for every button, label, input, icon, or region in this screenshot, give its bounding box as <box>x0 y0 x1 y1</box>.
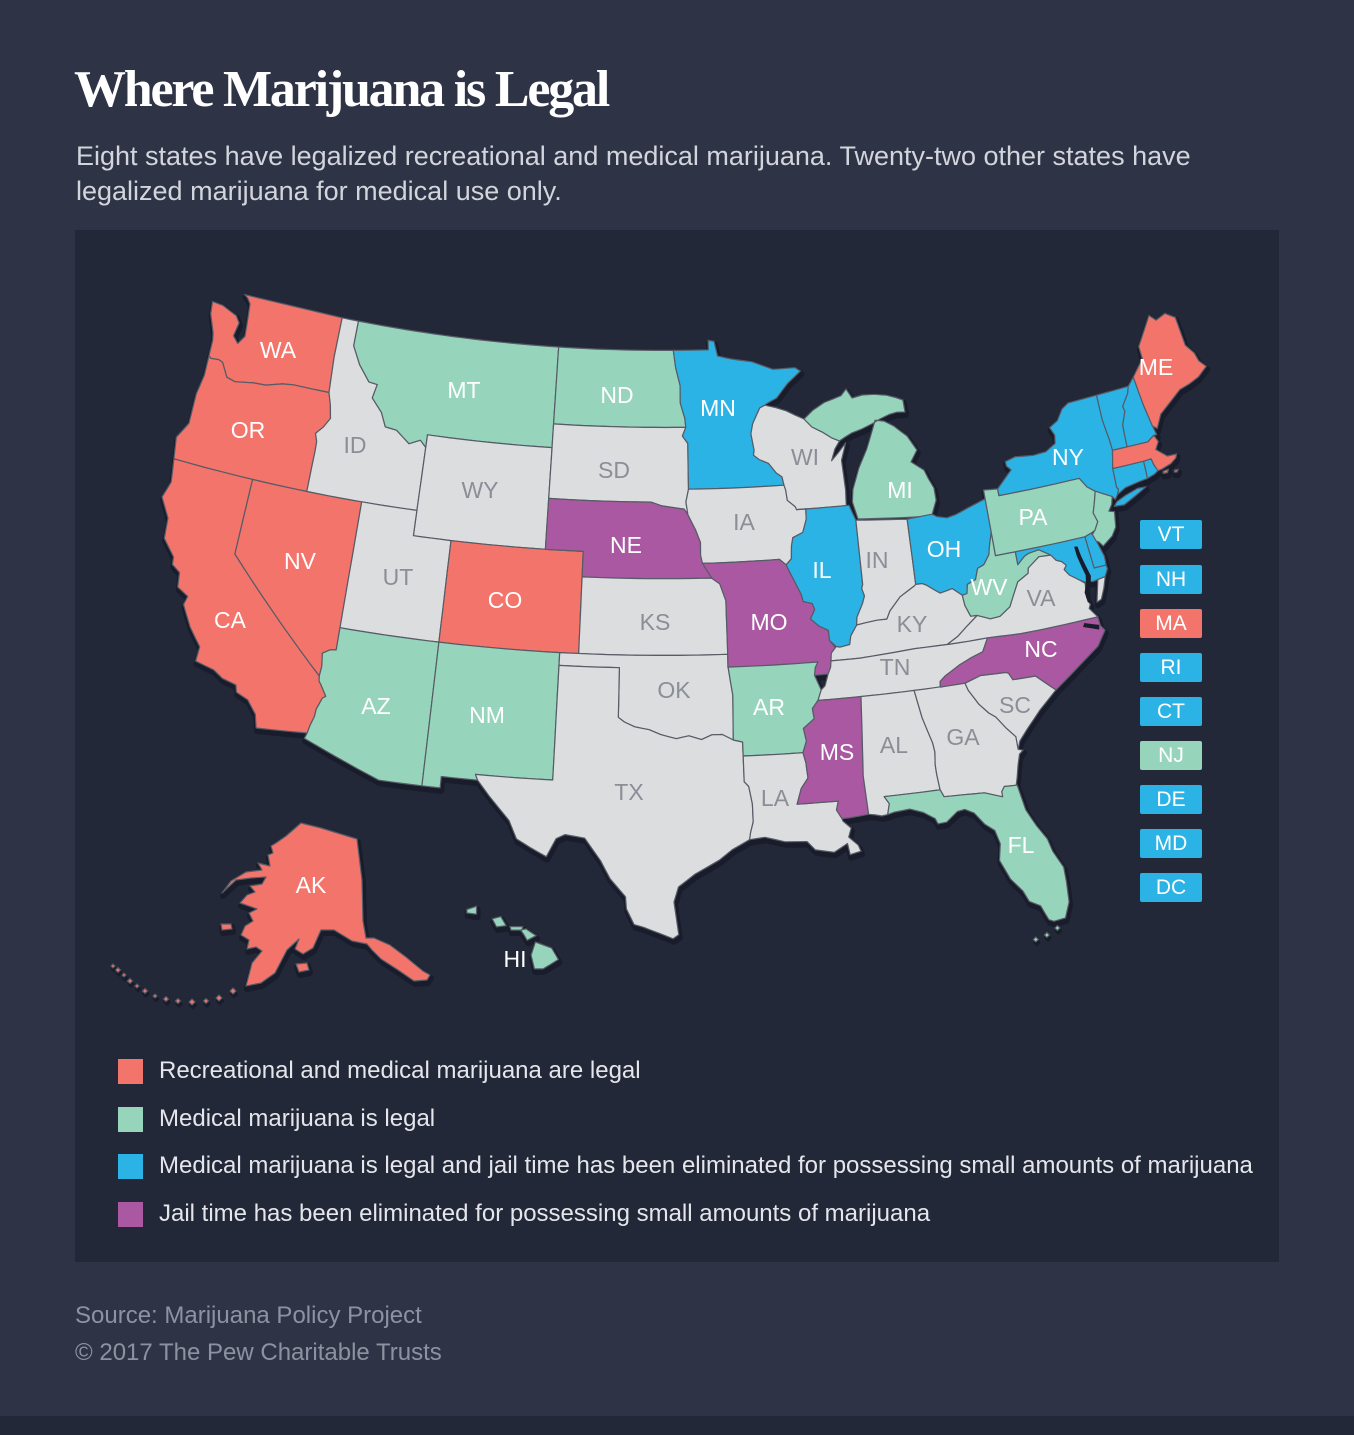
svg-text:SD: SD <box>598 457 630 483</box>
svg-text:ID: ID <box>344 432 367 458</box>
svg-text:KS: KS <box>640 609 671 635</box>
svg-text:CA: CA <box>214 607 247 633</box>
svg-text:HI: HI <box>504 946 527 972</box>
svg-text:SC: SC <box>999 692 1031 718</box>
svg-text:AZ: AZ <box>361 693 390 719</box>
svg-text:IA: IA <box>733 509 755 535</box>
svg-text:GA: GA <box>946 724 980 750</box>
svg-text:IN: IN <box>866 547 889 573</box>
svg-text:UT: UT <box>383 564 414 590</box>
svg-text:NV: NV <box>284 548 317 574</box>
svg-text:NC: NC <box>1024 636 1057 662</box>
svg-text:WV: WV <box>970 574 1008 600</box>
svg-text:CO: CO <box>488 587 523 613</box>
svg-text:MO: MO <box>750 609 787 635</box>
svg-text:MI: MI <box>887 477 913 503</box>
svg-text:WI: WI <box>791 444 819 470</box>
svg-text:AR: AR <box>753 694 785 720</box>
svg-text:FL: FL <box>1008 832 1035 858</box>
svg-text:MS: MS <box>820 739 855 765</box>
svg-text:AK: AK <box>296 872 327 898</box>
svg-text:KY: KY <box>897 611 928 637</box>
svg-text:NM: NM <box>469 702 505 728</box>
svg-text:WA: WA <box>260 337 297 363</box>
svg-text:IL: IL <box>812 557 831 583</box>
svg-text:AL: AL <box>880 732 908 758</box>
svg-text:NE: NE <box>610 532 642 558</box>
svg-text:WY: WY <box>461 477 498 503</box>
svg-text:LA: LA <box>761 785 790 811</box>
svg-text:VA: VA <box>1027 585 1057 611</box>
svg-text:MT: MT <box>447 377 480 403</box>
svg-text:NY: NY <box>1052 444 1084 470</box>
svg-text:MN: MN <box>700 395 736 421</box>
svg-text:TX: TX <box>614 779 643 805</box>
svg-text:OR: OR <box>231 417 266 443</box>
svg-text:ME: ME <box>1139 354 1174 380</box>
svg-text:TN: TN <box>880 654 911 680</box>
svg-text:ND: ND <box>600 382 633 408</box>
svg-text:OH: OH <box>927 536 962 562</box>
svg-text:PA: PA <box>1019 504 1049 530</box>
svg-text:OK: OK <box>657 677 691 703</box>
